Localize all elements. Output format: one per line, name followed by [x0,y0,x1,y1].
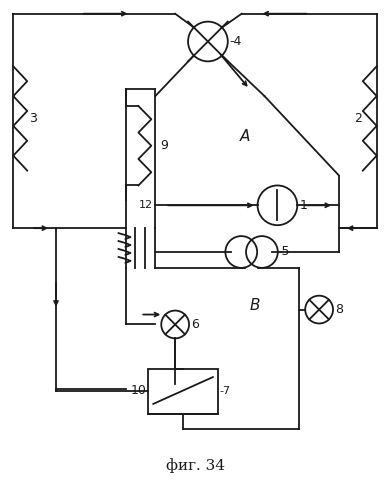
Text: 2: 2 [354,112,362,126]
Bar [148,369,218,414]
Text: 12: 12 [139,200,153,210]
Text: 3: 3 [29,112,37,126]
Text: 10: 10 [131,384,146,398]
Text: фиг. 34: фиг. 34 [167,458,226,473]
Text: -5: -5 [277,246,290,258]
Text: -7: -7 [220,386,231,396]
Text: -4: -4 [230,35,242,48]
Text: 1: 1 [299,199,307,212]
Text: A: A [239,129,250,144]
Text: 8: 8 [335,303,343,316]
Text: B: B [249,298,260,312]
Text: 6: 6 [191,318,199,331]
Text: 9: 9 [160,139,168,152]
